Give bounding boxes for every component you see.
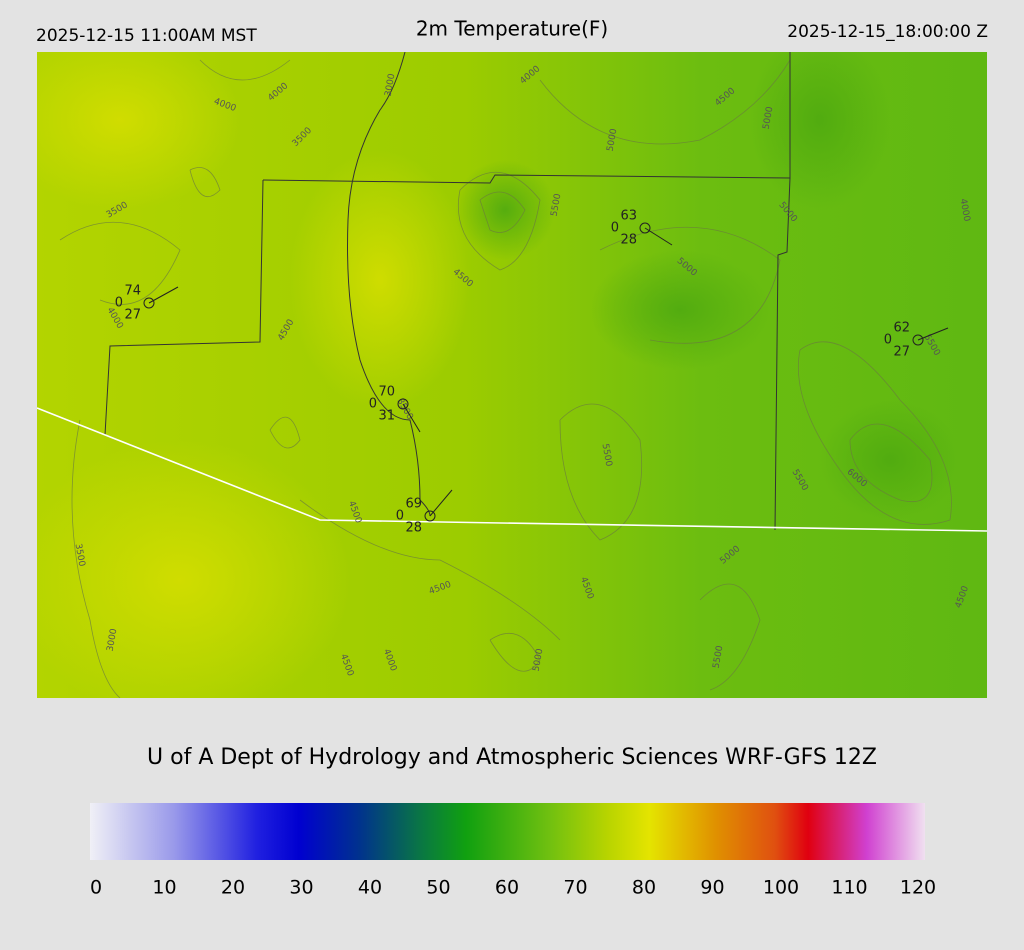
contour-label: 3500 [73, 543, 87, 568]
colorbar-tick-label: 70 [563, 877, 587, 899]
valid-local-time: 2025-12-15 11:00AM MST [36, 26, 257, 46]
precipitation: 0 [884, 333, 892, 348]
dewpoint: 28 [405, 521, 422, 536]
temperature: 63 [620, 209, 637, 224]
precipitation: 0 [611, 221, 619, 236]
contour-label: 5500 [550, 193, 564, 218]
colorbar-tick-label: 90 [700, 877, 724, 899]
warm-area [37, 440, 350, 698]
station-marker [424, 510, 436, 522]
warm-area [37, 52, 240, 210]
contour-label: 5500 [600, 443, 614, 468]
colorbar-tick-label: 20 [221, 877, 245, 899]
contour-label: 3000 [384, 73, 398, 98]
station-marker [397, 398, 409, 410]
valid-utc-time: 2025-12-15_18:00:00 Z [787, 22, 988, 42]
colorbar-tick-label: 50 [426, 877, 450, 899]
colorbar-ticks: 0 10 20 30 40 50 60 70 80 90 100 110 120 [90, 877, 936, 899]
dewpoint: 27 [893, 345, 910, 360]
dewpoint: 31 [378, 409, 395, 424]
precipitation: 0 [396, 509, 404, 524]
cool-area [750, 52, 890, 210]
colorbar [90, 803, 925, 860]
cool-area [820, 400, 960, 520]
precipitation: 0 [115, 296, 123, 311]
boundaries [104, 52, 791, 531]
colorbar-tick-label: 80 [632, 877, 656, 899]
contour-label: 4000 [958, 198, 972, 223]
wind-barb [402, 403, 421, 433]
map: 4000400035003000350040004000450050005000… [37, 52, 987, 698]
warm-area [290, 150, 470, 410]
colorbar-tick-label: 60 [495, 877, 519, 899]
temperature: 70 [378, 385, 395, 400]
colorbar-tick-label: 30 [289, 877, 313, 899]
wind-barb [429, 489, 453, 517]
contour-label: 5000 [762, 106, 776, 131]
wind-barb [917, 327, 949, 341]
temperature: 62 [893, 321, 910, 336]
wind-barb [148, 286, 179, 304]
station-marker [143, 297, 155, 309]
temperature: 74 [124, 284, 141, 299]
dewpoint: 28 [620, 233, 637, 248]
state-border [37, 407, 987, 532]
contour-label: 5000 [606, 128, 620, 153]
wind-barb [644, 227, 673, 246]
station-marker [912, 334, 924, 346]
contour-label: 3000 [106, 628, 120, 653]
contour-label: 5500 [712, 645, 726, 670]
cool-area [590, 250, 770, 370]
colorbar-tick-label: 0 [90, 877, 102, 899]
contour-label: 5000 [532, 648, 546, 673]
colorbar-tick-label: 120 [900, 877, 936, 899]
map-title: 2m Temperature(F) [416, 17, 608, 41]
colorbar-tick-label: 110 [831, 877, 867, 899]
contours [59, 59, 952, 698]
colorbar-tick-label: 40 [358, 877, 382, 899]
credit: U of A Dept of Hydrology and Atmospheric… [147, 745, 877, 770]
cool-area [455, 160, 555, 260]
colorbar-tick-label: 10 [152, 877, 176, 899]
colorbar-tick-label: 100 [763, 877, 799, 899]
station-marker [639, 222, 651, 234]
dewpoint: 27 [124, 308, 141, 323]
temperature: 69 [405, 497, 422, 512]
precipitation: 0 [369, 397, 377, 412]
